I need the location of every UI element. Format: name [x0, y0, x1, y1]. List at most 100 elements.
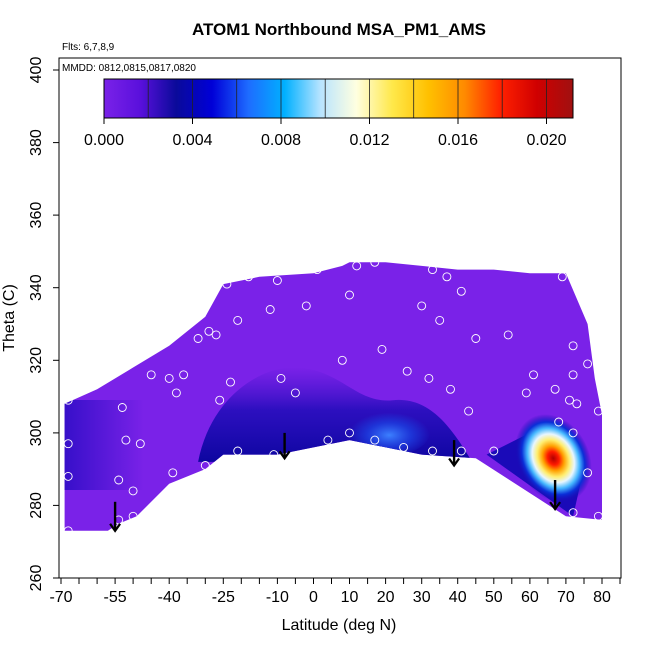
dates-note: MMDD: 0812,0815,0817,0820 — [62, 63, 196, 74]
sample-point — [226, 377, 235, 387]
colorbar-tick-label: 0.000 — [84, 132, 124, 149]
sample-point — [402, 366, 412, 376]
plume-feature — [514, 414, 592, 503]
sample-point — [446, 384, 455, 394]
arrow-marker — [549, 480, 561, 511]
sample-point — [265, 305, 275, 314]
sample-point — [395, 254, 405, 264]
sample-point — [121, 435, 131, 445]
y-tick-label: 340 — [28, 274, 45, 301]
arrow-marker — [278, 432, 291, 461]
sample-point — [222, 279, 232, 289]
x-tick-label: 70 — [557, 589, 575, 606]
colorbar-tick-label: 0.008 — [261, 132, 301, 149]
x-axis: -70 -55 -40 -25 -10 0 10 20 30 40 50 60 70 80 — [49, 578, 621, 606]
sample-point — [171, 388, 181, 398]
sample-point — [370, 257, 380, 267]
arrow-markers — [109, 432, 561, 533]
sample-point — [471, 334, 481, 343]
sample-point — [572, 399, 582, 409]
x-tick-label: 60 — [521, 589, 539, 606]
sample-point — [63, 395, 73, 405]
y-tick-label: 360 — [28, 202, 45, 229]
sample-point — [337, 355, 347, 365]
sample-point — [442, 272, 452, 282]
y-tick-label: 300 — [28, 419, 45, 446]
sample-point — [276, 373, 286, 383]
sample-point — [565, 395, 574, 405]
sample-point — [345, 428, 354, 438]
y-axis: 260 280 300 320 340 360 380 400 — [28, 57, 59, 591]
x-tick-label: 50 — [485, 589, 503, 606]
sample-point — [428, 265, 437, 275]
sample-point — [269, 450, 279, 460]
x-tick-label: -70 — [49, 589, 72, 606]
x-tick-label: -40 — [158, 589, 181, 606]
sample-point — [377, 344, 387, 354]
colorbar-tick-label: 0.012 — [349, 132, 389, 149]
sample-point — [204, 326, 214, 336]
sample-point — [146, 370, 156, 380]
y-tick-label: 280 — [28, 492, 45, 519]
sample-point — [244, 272, 253, 282]
sample-point — [568, 508, 578, 518]
x-tick-label: 10 — [341, 589, 359, 606]
sample-point — [200, 461, 210, 470]
sample-point — [428, 446, 437, 456]
arrow-marker — [448, 440, 460, 468]
sample-point — [568, 370, 578, 380]
sample-point — [128, 511, 138, 521]
sample-point — [345, 290, 354, 300]
x-tick-label: 0 — [309, 589, 318, 606]
southern-blue-band — [64, 400, 144, 490]
sample-point — [583, 468, 593, 478]
sample-point — [435, 315, 445, 325]
colorbar-fill — [104, 79, 573, 118]
colorbar: 0.000 0.004 0.008 0.012 0.016 0.020 — [84, 78, 574, 149]
x-tick-label: 40 — [449, 589, 467, 606]
sample-point — [417, 301, 427, 311]
sample-point — [301, 301, 311, 311]
sample-point — [456, 446, 466, 456]
sample-point — [489, 446, 499, 456]
sample-point — [63, 471, 73, 481]
sample-point — [233, 446, 243, 456]
sample-point — [503, 330, 513, 340]
arrow-head — [549, 501, 561, 511]
x-tick-label: 20 — [377, 589, 395, 606]
sample-point — [370, 435, 380, 445]
sample-point — [193, 334, 203, 343]
sample-point — [583, 359, 593, 369]
sample-point — [164, 373, 174, 383]
x-tick-label: -25 — [212, 589, 235, 606]
sample-point — [63, 526, 73, 536]
chart-title: ATOM1 Northbound MSA_PM1_AMS — [192, 20, 486, 39]
arrow-head — [109, 523, 121, 533]
sample-point — [211, 330, 221, 340]
sample-point — [521, 388, 531, 398]
sample-point — [557, 272, 567, 282]
sample-point — [128, 486, 138, 496]
sample-point — [529, 370, 538, 380]
sample-point — [399, 442, 409, 452]
y-tick-label: 320 — [28, 347, 45, 374]
sample-point — [568, 428, 578, 438]
y-axis-label: Theta (C) — [1, 284, 18, 352]
x-tick-label: 30 — [413, 589, 431, 606]
sample-point — [323, 435, 333, 445]
sample-point — [168, 468, 178, 478]
sample-point — [593, 511, 603, 521]
sample-point — [114, 475, 124, 485]
colorbar-frame — [103, 78, 574, 119]
sample-point — [272, 276, 282, 285]
sample-point — [312, 265, 322, 275]
colorbar-tick-label: 0.016 — [438, 132, 478, 149]
x-tick-label: -55 — [104, 589, 127, 606]
sample-point — [135, 439, 145, 449]
arrow-marker — [109, 501, 121, 533]
colorbar-tick-label: 0.004 — [172, 132, 212, 149]
x-tick-label: -10 — [266, 589, 289, 606]
blue-patch-feature — [348, 410, 430, 456]
sample-point — [352, 261, 362, 271]
